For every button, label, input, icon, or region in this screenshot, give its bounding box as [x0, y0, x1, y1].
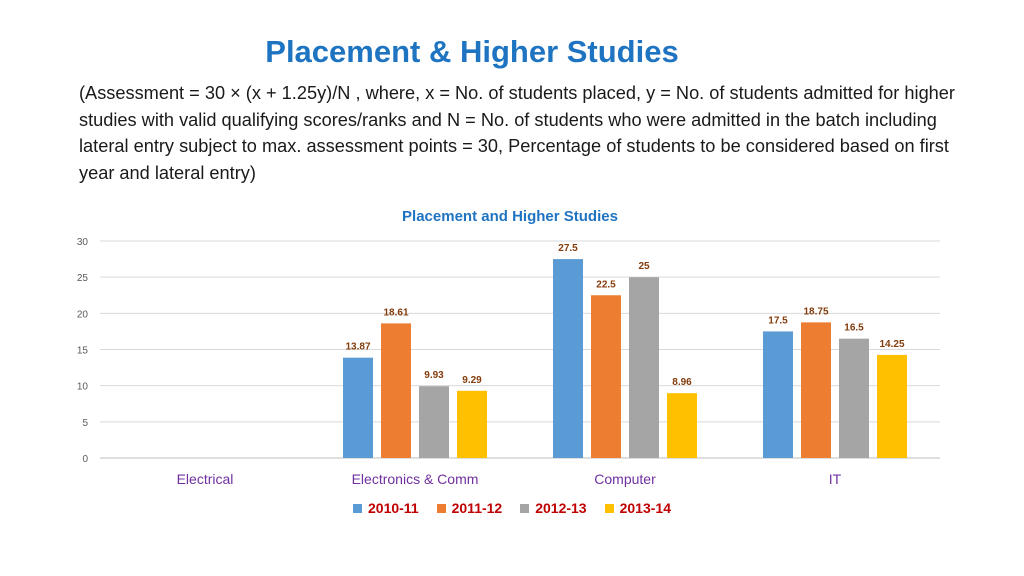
- bars: [343, 259, 907, 458]
- y-tick-label: 0: [82, 454, 88, 465]
- category-labels: Electrical Electronics & Comm Computer IT: [177, 471, 842, 487]
- bar-2013-14: [877, 354, 907, 458]
- bar-2010-11: [763, 331, 793, 458]
- bar-2013-14: [667, 393, 697, 458]
- legend-swatch: [436, 503, 446, 513]
- legend: 2010-11 2011-12 2012-13 2013-14: [0, 500, 1024, 516]
- legend-item: 2013-14: [604, 500, 671, 516]
- data-label: 16.5: [844, 323, 864, 334]
- legend-label: 2011-12: [451, 500, 503, 516]
- y-tick-label: 10: [77, 382, 89, 393]
- data-label: 22.5: [596, 279, 616, 290]
- data-label: 18.75: [803, 306, 828, 317]
- gridlines: [100, 240, 940, 459]
- legend-label: 2010-11: [368, 500, 419, 516]
- legend-item: 2011-12: [436, 500, 503, 516]
- legend-swatch: [604, 503, 614, 513]
- bar-2012-13: [629, 277, 659, 458]
- bar-2011-12: [381, 323, 411, 458]
- y-axis-ticks: 0 5 10 15 20 25 30: [77, 237, 89, 465]
- legend-swatch: [353, 503, 362, 513]
- chart-title: Placement and Higher Studies: [402, 208, 618, 225]
- data-label: 8.96: [672, 377, 692, 388]
- legend-label: 2012-13: [535, 500, 587, 516]
- bar-2010-11: [343, 357, 373, 458]
- data-label: 27.5: [558, 243, 578, 254]
- legend-item: 2012-13: [520, 500, 587, 516]
- bar-2012-13: [839, 338, 869, 458]
- category-label: IT: [829, 471, 842, 487]
- y-tick-label: 15: [77, 346, 89, 357]
- bar-2012-13: [419, 386, 449, 458]
- data-label: 9.93: [424, 370, 444, 381]
- y-tick-label: 30: [77, 237, 89, 248]
- bar-2011-12: [801, 322, 831, 458]
- bar-2011-12: [591, 295, 621, 458]
- data-label: 17.5: [768, 315, 788, 326]
- y-tick-label: 20: [77, 309, 89, 320]
- data-label: 14.25: [879, 339, 904, 350]
- y-tick-label: 25: [77, 273, 89, 284]
- data-label: 18.61: [383, 307, 408, 318]
- category-label: Electronics & Comm: [352, 471, 479, 487]
- data-labels: 13.87 18.61 9.93 9.29 27.5 22.5 25 8.96 17.5 18.7…: [345, 243, 904, 388]
- slide-title: Placement & Higher Studies: [265, 34, 679, 69]
- data-label: 25: [638, 261, 650, 272]
- legend-label: 2013-14: [619, 500, 671, 516]
- data-label: 9.29: [462, 375, 482, 386]
- data-label: 13.87: [345, 342, 370, 353]
- bar-2013-14: [457, 390, 487, 458]
- legend-swatch: [520, 503, 530, 513]
- y-tick-label: 5: [82, 418, 88, 429]
- bar-2010-11: [553, 259, 583, 458]
- assessment-note: (Assessment = 30 × (x + 1.25y)/N , where…: [79, 83, 955, 183]
- category-label: Electrical: [177, 471, 234, 487]
- legend-item: 2010-11: [353, 500, 419, 516]
- category-label: Computer: [594, 471, 656, 487]
